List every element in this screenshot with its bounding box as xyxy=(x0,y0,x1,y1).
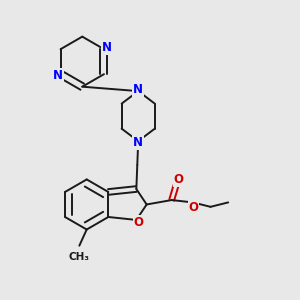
Text: N: N xyxy=(53,69,63,82)
Text: O: O xyxy=(173,173,183,186)
Text: N: N xyxy=(102,41,112,54)
Text: N: N xyxy=(133,136,143,149)
Text: N: N xyxy=(133,83,143,96)
Text: O: O xyxy=(134,216,144,229)
Text: O: O xyxy=(188,201,199,214)
Text: CH₃: CH₃ xyxy=(69,252,90,262)
